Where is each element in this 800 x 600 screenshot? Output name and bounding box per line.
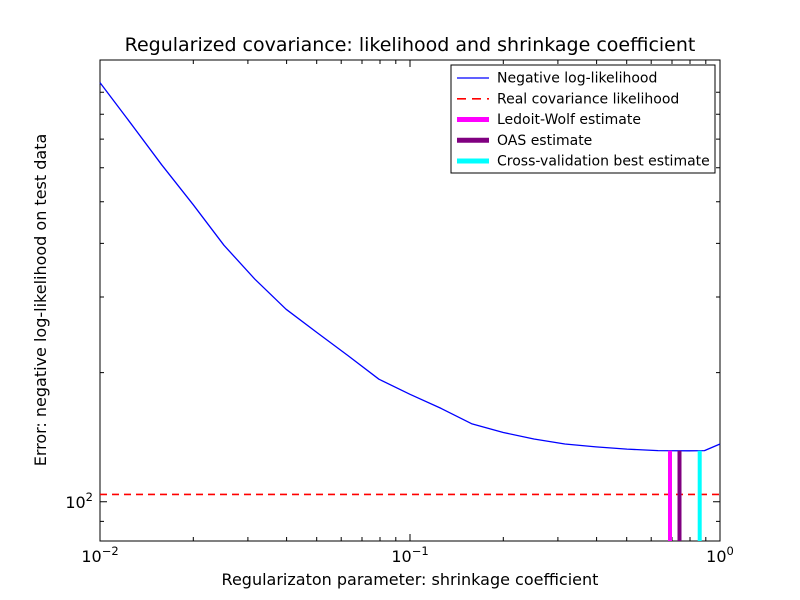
y-tick-label-1e2: 102 [65,490,93,512]
legend-box [450,64,716,174]
chart-title: Regularized covariance: likelihood and s… [125,34,696,56]
legend-label: OAS estimate [497,133,592,149]
legend-label: Cross-validation best estimate [497,154,710,170]
legend-label: Ledoit-Wolf estimate [497,112,641,128]
x-tick-label-1e0: 100 [706,544,734,566]
y-axis-label: Error: negative log-likelihood on test d… [31,134,50,467]
legend-entry-ledoit-wolf: Ledoit-Wolf estimate [457,112,641,128]
legend: Negative log-likelihood Real covariance … [450,64,716,174]
negative-loglik-curve [99,82,721,452]
legend-label: Negative log-likelihood [497,71,657,87]
x-tick-label-1e-2: 10−2 [81,544,118,566]
x-tick-label-1e-1: 10−1 [391,544,428,566]
legend-entry-oas: OAS estimate [457,133,592,149]
legend-entry-negative-loglik: Negative log-likelihood [457,71,657,87]
series-layer [99,82,721,541]
legend-entry-cross-validation: Cross-validation best estimate [457,154,710,170]
x-axis-label: Regularizaton parameter: shrinkage coeff… [222,570,599,589]
legend-entry-real-covariance: Real covariance likelihood [457,91,679,107]
legend-label: Real covariance likelihood [497,91,679,107]
